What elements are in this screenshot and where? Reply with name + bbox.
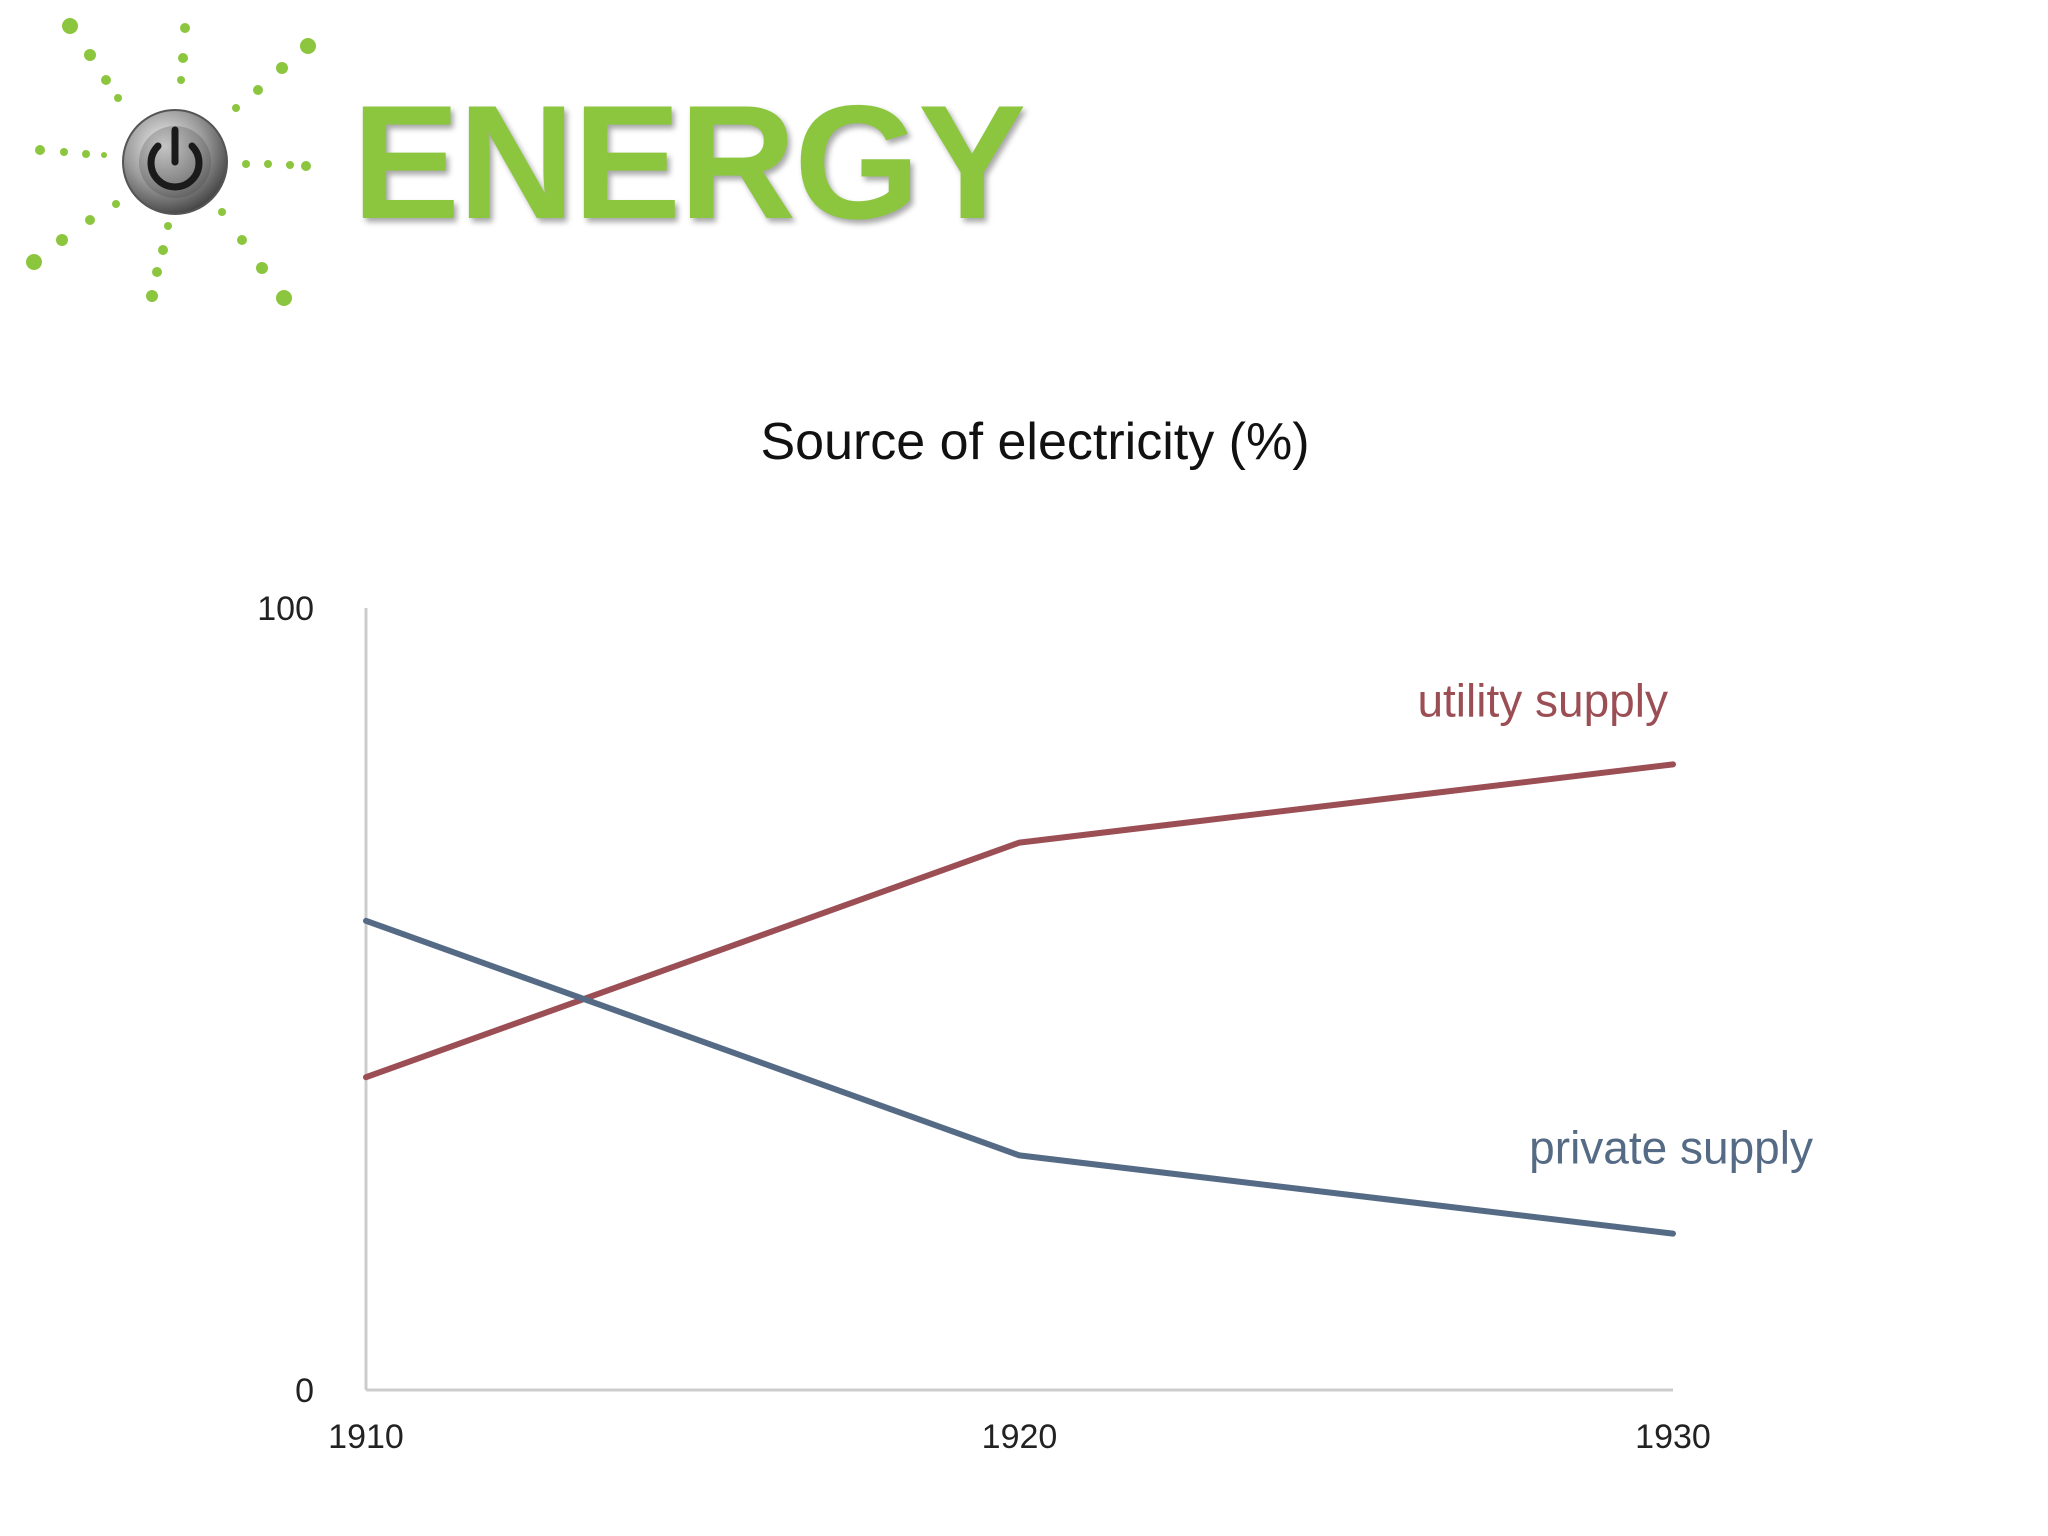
- series-line-utility-supply: [363, 761, 1676, 1081]
- series-label-private-supply: private supply: [1529, 1122, 1813, 1174]
- y-tick-label-0: 0: [295, 1372, 314, 1410]
- series-line-private-supply: [363, 917, 1676, 1237]
- chart-tick-labels: utility supply private supply 1910 1920 1930…: [257, 590, 1813, 1456]
- series-label-utility-supply: utility supply: [1417, 674, 1668, 726]
- x-tick-label-1930: 1930: [1635, 1418, 1711, 1456]
- power-button-icon: [122, 109, 228, 215]
- brand-title: ENERGY: [352, 72, 1026, 253]
- chart-series: [363, 761, 1676, 1237]
- x-tick-label-1920: 1920: [982, 1418, 1058, 1456]
- chart-axes: [364, 608, 1673, 1392]
- sunburst-dots: [26, 18, 316, 306]
- x-tick-label-1910: 1910: [328, 1418, 404, 1456]
- energy-logo: [26, 18, 316, 306]
- y-tick-label-100: 100: [257, 590, 314, 628]
- chart-title: Source of electricity (%): [760, 413, 1310, 471]
